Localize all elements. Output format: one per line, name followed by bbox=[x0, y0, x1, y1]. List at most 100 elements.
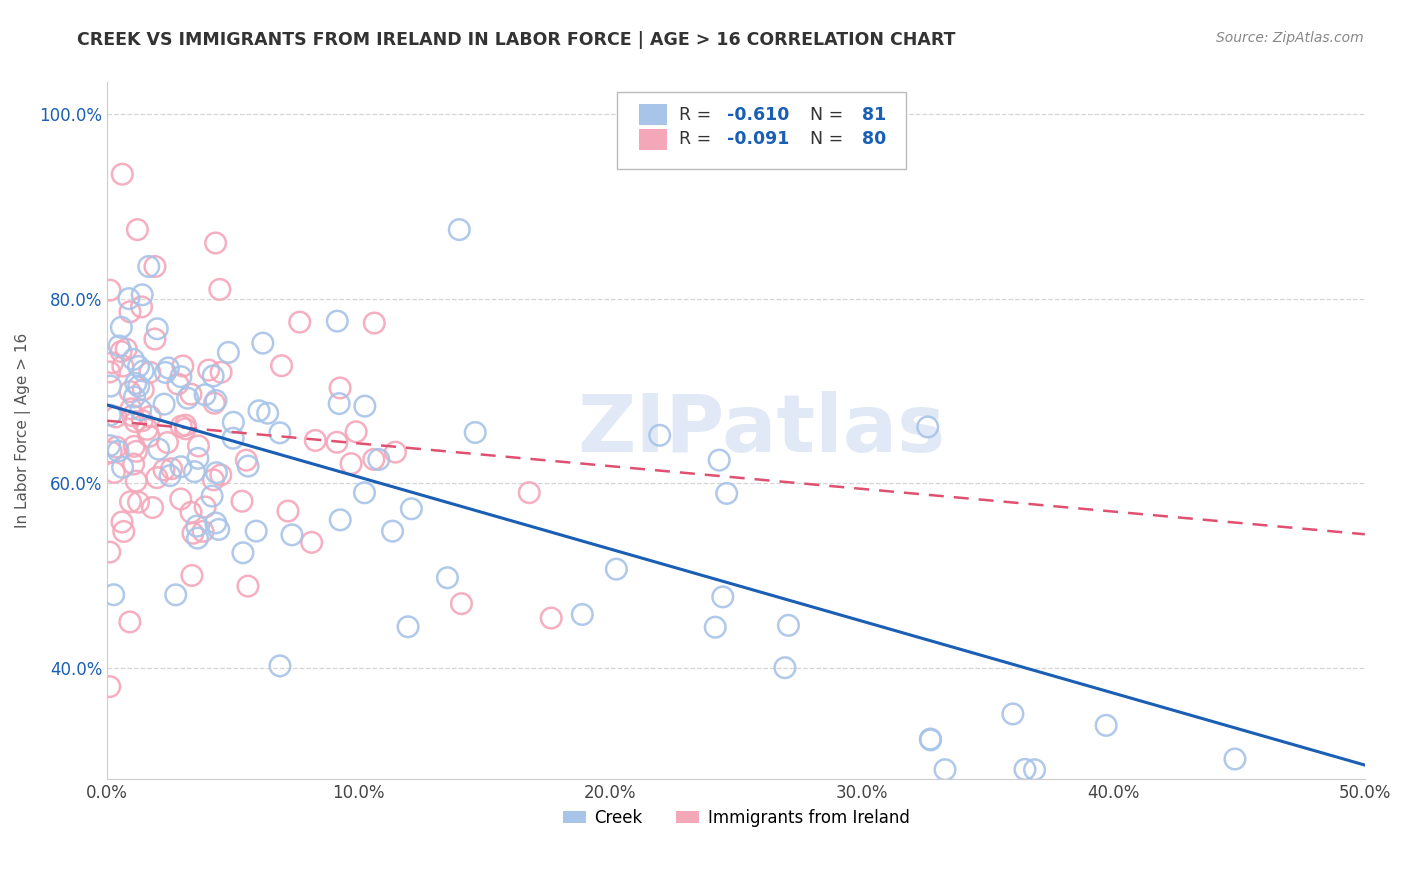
Point bbox=[571, 607, 593, 622]
Point bbox=[301, 535, 323, 549]
Point bbox=[172, 359, 194, 373]
Text: 80: 80 bbox=[862, 130, 886, 148]
Point bbox=[204, 235, 226, 250]
Text: ZIPatlas: ZIPatlas bbox=[576, 392, 945, 469]
Point bbox=[464, 425, 486, 440]
Point bbox=[174, 422, 197, 436]
Point bbox=[111, 515, 134, 529]
Point bbox=[132, 364, 155, 378]
Point bbox=[917, 420, 939, 434]
Point bbox=[277, 504, 299, 518]
Point bbox=[202, 473, 225, 487]
FancyBboxPatch shape bbox=[640, 104, 666, 125]
Point bbox=[329, 513, 352, 527]
Point bbox=[205, 466, 228, 480]
Point bbox=[605, 562, 627, 576]
Point bbox=[194, 500, 217, 514]
Point bbox=[118, 292, 141, 306]
Point bbox=[252, 336, 274, 351]
Text: 81: 81 bbox=[862, 105, 886, 124]
Point bbox=[773, 661, 796, 675]
Point bbox=[121, 409, 143, 423]
Point bbox=[180, 568, 202, 582]
Point bbox=[157, 360, 180, 375]
Point bbox=[235, 453, 257, 467]
Text: R =: R = bbox=[679, 105, 717, 124]
Point bbox=[159, 468, 181, 483]
FancyBboxPatch shape bbox=[640, 128, 666, 150]
Point bbox=[107, 444, 129, 458]
Point bbox=[120, 494, 142, 508]
Point bbox=[98, 545, 121, 559]
Point bbox=[146, 322, 169, 336]
Point bbox=[208, 282, 231, 296]
Point bbox=[136, 422, 159, 436]
Point bbox=[112, 524, 135, 539]
Text: -0.610: -0.610 bbox=[727, 105, 790, 124]
Point bbox=[1223, 752, 1246, 766]
Point bbox=[110, 344, 132, 359]
Point bbox=[256, 406, 278, 420]
Point bbox=[148, 442, 170, 457]
Point bbox=[232, 546, 254, 560]
Point bbox=[704, 620, 727, 634]
Point bbox=[202, 369, 225, 384]
Point bbox=[202, 396, 225, 410]
Point bbox=[165, 588, 187, 602]
Point bbox=[100, 379, 122, 393]
Point bbox=[711, 590, 734, 604]
Point bbox=[363, 452, 385, 467]
Point bbox=[128, 359, 150, 374]
Point bbox=[222, 415, 245, 429]
Point bbox=[118, 305, 141, 319]
Point bbox=[138, 260, 160, 274]
Point bbox=[209, 467, 232, 482]
Point bbox=[194, 388, 217, 402]
Point bbox=[141, 500, 163, 515]
Point bbox=[131, 300, 153, 314]
Text: N =: N = bbox=[799, 105, 849, 124]
Point bbox=[100, 445, 122, 459]
Point bbox=[247, 404, 270, 418]
Point bbox=[122, 352, 145, 367]
Point bbox=[98, 283, 121, 297]
Point bbox=[176, 391, 198, 405]
Point bbox=[143, 332, 166, 346]
Point bbox=[934, 763, 956, 777]
Point bbox=[236, 579, 259, 593]
Point bbox=[201, 489, 224, 503]
Point bbox=[101, 356, 124, 370]
Point bbox=[716, 486, 738, 500]
Point bbox=[127, 222, 149, 236]
Point bbox=[131, 288, 153, 302]
Point bbox=[186, 519, 208, 533]
Text: CREEK VS IMMIGRANTS FROM IRELAND IN LABOR FORCE | AGE > 16 CORRELATION CHART: CREEK VS IMMIGRANTS FROM IRELAND IN LABO… bbox=[77, 31, 956, 49]
Point bbox=[122, 457, 145, 471]
Point bbox=[367, 452, 389, 467]
Point bbox=[103, 588, 125, 602]
Point bbox=[920, 732, 942, 747]
Point bbox=[191, 524, 214, 539]
Point bbox=[1001, 706, 1024, 721]
Point bbox=[208, 523, 231, 537]
Point bbox=[170, 491, 193, 506]
Point bbox=[98, 439, 121, 453]
Point bbox=[245, 524, 267, 538]
Point bbox=[108, 339, 131, 353]
Point bbox=[170, 459, 193, 474]
Point bbox=[98, 680, 121, 694]
Point bbox=[153, 397, 176, 411]
Text: N =: N = bbox=[799, 130, 849, 148]
Point bbox=[155, 366, 177, 380]
Point bbox=[396, 620, 419, 634]
Point bbox=[111, 167, 134, 181]
Point bbox=[187, 451, 209, 466]
Point bbox=[160, 461, 183, 475]
Point bbox=[180, 505, 202, 519]
Point bbox=[111, 460, 134, 475]
Point bbox=[118, 384, 141, 399]
Point bbox=[131, 414, 153, 428]
Point bbox=[167, 377, 190, 392]
Point bbox=[170, 369, 193, 384]
Point bbox=[128, 495, 150, 509]
